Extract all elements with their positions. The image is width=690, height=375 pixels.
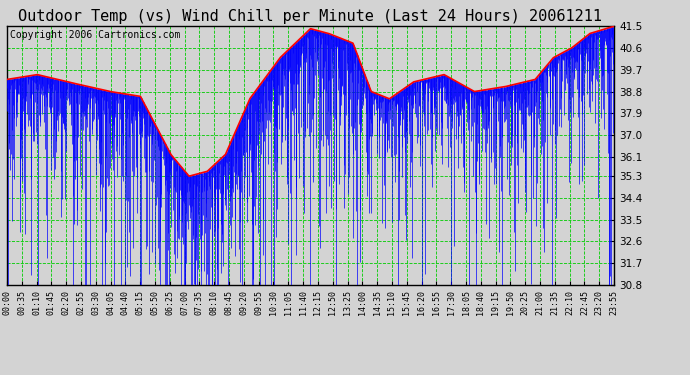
Text: Copyright 2006 Cartronics.com: Copyright 2006 Cartronics.com (10, 30, 180, 40)
Title: Outdoor Temp (vs) Wind Chill per Minute (Last 24 Hours) 20061211: Outdoor Temp (vs) Wind Chill per Minute … (19, 9, 602, 24)
